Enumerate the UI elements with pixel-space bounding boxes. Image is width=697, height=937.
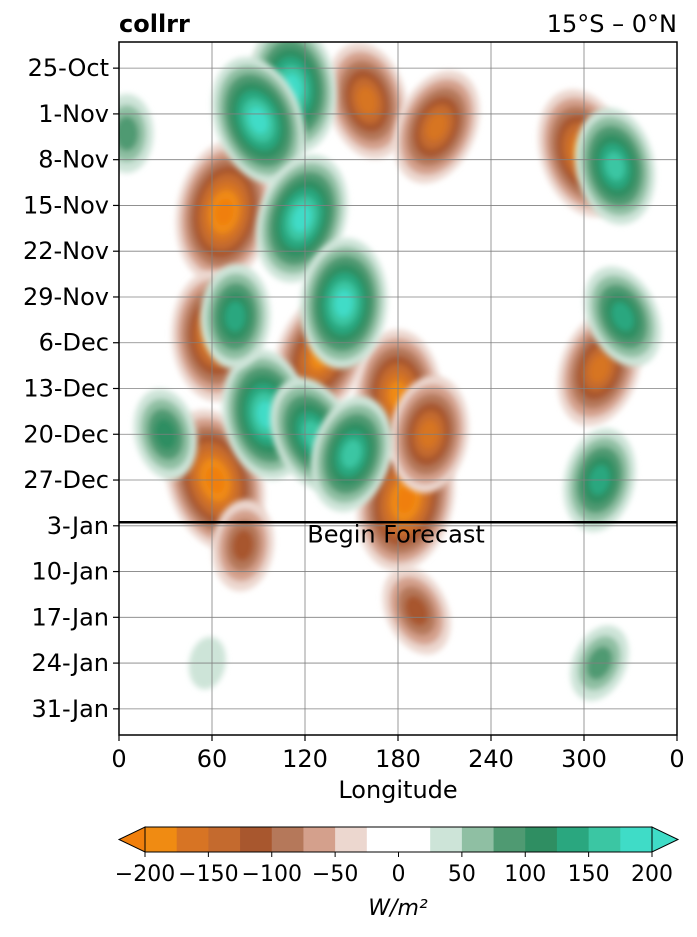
- colorbar-segment: [588, 827, 621, 852]
- contour-feature: [393, 70, 480, 184]
- contour-level: [589, 355, 610, 383]
- colorbar-segment: [556, 827, 590, 852]
- plot-area: Begin Forecast: [118, 41, 678, 736]
- x-tick-label: 60: [197, 745, 228, 773]
- colorbar-segment: [208, 827, 241, 852]
- colorbar-tick-label: 50: [448, 862, 476, 887]
- contour-level: [396, 486, 415, 513]
- colorbar-tick-label: 200: [631, 862, 673, 887]
- y-tick-label: 20-Dec: [23, 420, 109, 448]
- colorbar-tick-label: 100: [504, 862, 546, 887]
- chart-title-left: collrr: [119, 10, 190, 38]
- colorbar-tick-label: −200: [115, 862, 175, 887]
- contour-feature: [310, 395, 393, 512]
- colorbar-tick-label: −150: [178, 862, 238, 887]
- contour-level: [605, 152, 625, 181]
- contour-level: [225, 301, 246, 332]
- colorbar-segment: [240, 827, 273, 852]
- y-tick-label: 22-Nov: [23, 237, 109, 265]
- x-tick-label: 240: [468, 745, 514, 773]
- colorbar-segment: [303, 827, 336, 852]
- contour-feature: [326, 42, 408, 159]
- contour-level: [426, 113, 448, 141]
- chart-title-right: 15°S – 0°N: [547, 10, 677, 38]
- colorbar-segment: [335, 827, 368, 852]
- x-tick-label: 300: [561, 745, 607, 773]
- colorbar-extend-low: [117, 826, 146, 853]
- colorbar-tick-label: −50: [312, 862, 358, 887]
- colorbar-label: W/m²: [368, 896, 428, 921]
- x-tick-label: 180: [375, 745, 421, 773]
- y-tick-label: 6-Dec: [39, 329, 109, 357]
- y-axis: 25-Oct 1-Nov 8-Nov 15-Nov 22-Nov 29-Nov 6-Dec 1…: [23, 54, 119, 723]
- contour-level: [119, 115, 139, 152]
- contour-feature: [574, 107, 656, 225]
- colorbar-segment: [620, 827, 653, 852]
- y-tick-label: 29-Nov: [23, 283, 109, 311]
- y-tick-label: 8-Nov: [38, 146, 109, 174]
- contour-level: [611, 302, 634, 331]
- contour-feature: [211, 57, 306, 184]
- contour-level: [292, 205, 312, 232]
- colorbar-segment: [525, 827, 558, 852]
- y-tick-label: 1-Nov: [38, 100, 109, 128]
- y-tick-label: 31-Jan: [31, 695, 109, 723]
- y-tick-label: 13-Dec: [23, 375, 109, 403]
- colorbar-extend-high: [651, 826, 680, 853]
- colorbar-segment: [430, 827, 463, 852]
- x-axis: 0 60 120 180 240 300 0: [111, 735, 685, 773]
- colorbar: −200 −150 −100 −50 0 50 100 150 200: [115, 826, 680, 887]
- contour-feature: [382, 567, 451, 655]
- contour-feature: [584, 266, 662, 367]
- y-tick-label: 25-Oct: [28, 54, 109, 82]
- y-tick-label: 17-Jan: [31, 603, 109, 631]
- colorbar-segment: [176, 827, 209, 852]
- forecast-label: Begin Forecast: [307, 520, 485, 548]
- colorbar-segment: [493, 827, 526, 852]
- x-tick-label: 120: [282, 745, 328, 773]
- colorbar-tick-label: −100: [242, 862, 302, 887]
- contour-feature: [300, 238, 388, 369]
- y-tick-label: 15-Nov: [23, 191, 109, 219]
- colorbar-segment: [461, 827, 494, 852]
- colorbar-segment: [366, 827, 431, 852]
- y-tick-label: 3-Jan: [47, 512, 109, 540]
- colorbar-tick-label: 0: [392, 862, 406, 887]
- contour-feature: [256, 154, 348, 283]
- contour-level: [232, 529, 254, 562]
- x-axis-label: Longitude: [338, 776, 457, 804]
- contour-level: [404, 595, 429, 626]
- colorbar-segment: [271, 827, 304, 852]
- x-tick-label: 0: [669, 745, 684, 773]
- colorbar-segment: [145, 827, 178, 852]
- y-tick-label: 10-Jan: [31, 558, 109, 586]
- y-tick-label: 24-Jan: [31, 649, 109, 677]
- contour-level: [357, 86, 377, 115]
- colorbar-tick-label: 150: [568, 862, 610, 887]
- contour-level: [341, 439, 362, 468]
- x-tick-label: 0: [111, 745, 126, 773]
- y-tick-label: 27-Dec: [23, 466, 109, 494]
